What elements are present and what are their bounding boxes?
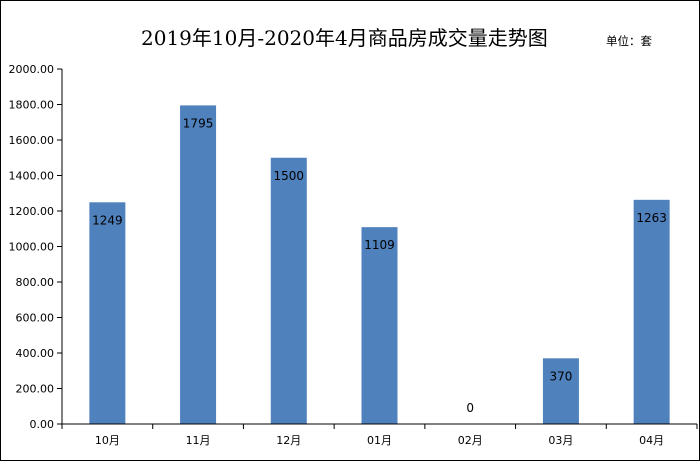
y-tick-label: 1200.00 — [9, 205, 55, 218]
y-tick-label: 1800.00 — [9, 99, 55, 112]
data-label: 1500 — [274, 169, 305, 183]
x-tick-label: 04月 — [639, 434, 664, 447]
y-tick-label: 800.00 — [16, 276, 55, 289]
data-label: 370 — [549, 369, 572, 383]
x-tick-label: 10月 — [95, 434, 120, 447]
y-tick-label: 400.00 — [16, 347, 55, 360]
x-tick-label: 11月 — [186, 434, 211, 447]
bar-11月 — [180, 105, 217, 424]
y-tick-label: 0.00 — [30, 418, 55, 431]
data-label: 1109 — [364, 238, 395, 252]
y-tick-label: 1000.00 — [9, 241, 55, 254]
data-label: 0 — [466, 401, 474, 415]
y-tick-label: 1400.00 — [9, 170, 55, 183]
bars — [89, 105, 670, 424]
bar-04月 — [633, 199, 670, 424]
x-tick-label: 03月 — [548, 434, 573, 447]
y-tick-label: 600.00 — [16, 312, 55, 325]
bar-10月 — [89, 202, 126, 424]
axes — [61, 69, 698, 429]
y-tick-label: 1600.00 — [9, 134, 55, 147]
x-axis-ticks: 10月 11月 12月 01月 02月 03月 04月 — [95, 434, 664, 447]
y-tick-label: 200.00 — [16, 383, 55, 396]
x-tick-label: 01月 — [367, 434, 392, 447]
data-label: 1263 — [636, 211, 667, 225]
data-label: 1795 — [183, 116, 214, 130]
y-tick-label: 2000.00 — [9, 63, 55, 76]
data-labels: 1249 1795 1500 1109 0 370 1263 — [92, 116, 667, 415]
bar-01月 — [361, 227, 398, 424]
chart-title: 2019年10月-2020年4月商品房成交量走势图 — [141, 26, 548, 50]
bar-03月 — [542, 358, 579, 424]
unit-label: 单位：套 — [606, 34, 652, 48]
y-axis-ticks: 0.00 200.00 400.00 600.00 800.00 1000.00 1200.… — [9, 63, 62, 431]
bar-12月 — [270, 157, 307, 424]
x-tick-label: 02月 — [458, 434, 483, 447]
data-label: 1249 — [92, 213, 123, 227]
x-tick-label: 12月 — [276, 434, 301, 447]
